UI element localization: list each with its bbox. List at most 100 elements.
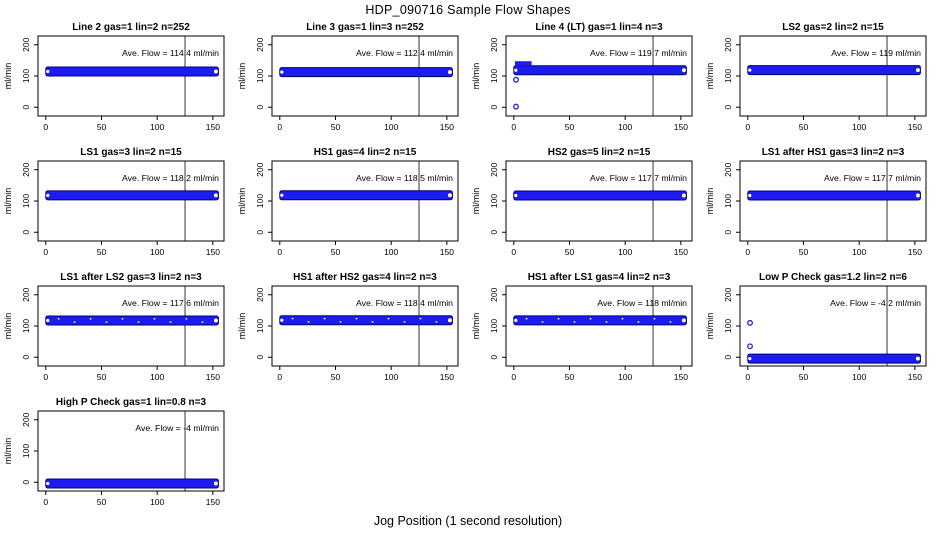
panel-title: Line 4 (LT) gas=1 lin=4 n=3 (535, 22, 663, 33)
y-tick-label: 200 (255, 37, 265, 51)
x-tick-label: 150 (206, 497, 220, 507)
x-tick-label: 150 (440, 247, 454, 257)
band-speckle (403, 320, 406, 323)
ave-flow-text: Ave. Flow = 117.6 ml/min (122, 298, 219, 308)
x-tick-label: 150 (908, 372, 922, 382)
flow-panel-11: HS1 after LS1 gas=4 lin=2 n=3 0 100 200 ml/m… (471, 272, 693, 382)
page-title: HDP_090716 Sample Flow Shapes (365, 3, 571, 17)
panel-title: LS2 gas=2 lin=2 n=15 (782, 22, 884, 33)
band-speckle (121, 318, 124, 320)
y-tick-label: 200 (723, 162, 733, 176)
ave-flow-text: Ave. Flow = 118.2 ml/min (122, 173, 219, 183)
flow-panel-2: Line 3 gas=1 lin=3 n=252 0 100 200 ml/min 0 50… (237, 22, 459, 132)
y-tick-label: 200 (489, 287, 499, 301)
ave-flow-text: Ave. Flow = 117.7 ml/min (824, 173, 921, 183)
y-tick-label: 0 (489, 230, 499, 235)
x-tick-label: 150 (674, 247, 688, 257)
x-tick-label: 0 (277, 372, 282, 382)
flow-panel-10: HS1 after HS2 gas=4 lin=2 n=3 0 100 200 ml/m… (237, 272, 459, 382)
y-tick-label: 200 (21, 37, 31, 51)
flow-band (747, 65, 921, 76)
band-start-noise (514, 61, 532, 66)
flow-panel-7: HS2 gas=5 lin=2 n=15 0 100 200 ml/min 0 50 100 1… (471, 147, 693, 257)
x-tick-label: 0 (511, 372, 516, 382)
band-speckle (621, 317, 624, 320)
band-speckle (669, 321, 672, 323)
band-end-marker (213, 69, 218, 74)
flow-panel-13: High P Check gas=1 lin=0.8 n=3 0 100 200 ml/… (3, 397, 225, 507)
y-axis-title: ml/min (471, 313, 481, 340)
x-tick-label: 50 (97, 372, 107, 382)
y-axis-title: ml/min (3, 63, 13, 90)
ave-flow-text: Ave. Flow = 118 ml/min (597, 298, 687, 308)
x-tick-label: 150 (440, 122, 454, 132)
panel-title: Low P Check gas=1.2 lin=2 n=6 (759, 272, 907, 283)
x-tick-label: 0 (745, 122, 750, 132)
x-tick-label: 100 (150, 372, 164, 382)
y-tick-label: 0 (21, 230, 31, 235)
band-end-marker (213, 193, 218, 198)
x-tick-label: 0 (745, 247, 750, 257)
band-end-marker (915, 356, 920, 361)
x-tick-label: 150 (674, 372, 688, 382)
panel-title: LS1 gas=3 lin=2 n=15 (80, 147, 182, 158)
x-tick-label: 100 (384, 372, 398, 382)
band-end-marker (447, 193, 452, 198)
ave-flow-text: Ave. Flow = -4.2 ml/min (830, 298, 921, 308)
x-tick-label: 100 (852, 122, 866, 132)
x-tick-label: 50 (565, 247, 575, 257)
x-tick-label: 50 (97, 497, 107, 507)
y-tick-label: 100 (21, 194, 31, 208)
x-tick-label: 100 (618, 372, 632, 382)
band-end-marker (681, 318, 686, 323)
y-tick-label: 100 (21, 69, 31, 83)
x-tick-label: 100 (150, 247, 164, 257)
x-tick-label: 0 (511, 122, 516, 132)
y-tick-label: 100 (21, 319, 31, 333)
band-end-marker (915, 193, 920, 198)
flow-band (747, 353, 921, 364)
band-speckle (371, 320, 374, 323)
y-axis-title: ml/min (471, 63, 481, 90)
y-axis-title: ml/min (705, 313, 715, 340)
y-axis-title: ml/min (3, 438, 13, 465)
ave-flow-text: Ave. Flow = 118.5 ml/min (356, 173, 453, 183)
band-speckle (137, 321, 140, 323)
band-start-marker (514, 193, 518, 198)
y-tick-label: 0 (21, 355, 31, 360)
outlier-point (513, 76, 519, 83)
band-speckle (637, 321, 640, 323)
flow-panel-5: LS1 gas=3 lin=2 n=15 0 100 200 ml/min 0 50 100 1… (3, 147, 225, 257)
y-tick-label: 200 (255, 162, 265, 176)
ave-flow-text: Ave. Flow = 119 ml/min (831, 48, 921, 58)
outlier-point (747, 343, 753, 350)
panel-title: LS1 after LS2 gas=3 lin=2 n=3 (60, 272, 202, 283)
flow-band (513, 190, 687, 201)
ave-flow-text: Ave. Flow = 112.4 ml/min (356, 48, 453, 58)
band-start-marker (514, 68, 518, 72)
panel-title: LS1 after HS1 gas=3 lin=2 n=3 (762, 147, 905, 158)
flow-band (513, 315, 687, 326)
band-speckle (525, 317, 528, 320)
band-speckle (653, 317, 656, 320)
band-start-marker (46, 69, 50, 74)
band-start-marker (514, 318, 518, 322)
y-tick-label: 0 (255, 230, 265, 235)
x-tick-label: 50 (799, 122, 809, 132)
band-speckle (105, 321, 108, 323)
y-axis-title: ml/min (237, 313, 247, 340)
panel-title: Line 2 gas=1 lin=2 n=252 (72, 22, 190, 33)
x-tick-label: 50 (799, 247, 809, 257)
band-speckle (185, 318, 188, 320)
band-speckle (201, 321, 204, 323)
x-tick-label: 100 (384, 122, 398, 132)
band-end-marker (681, 193, 686, 198)
x-tick-label: 0 (277, 247, 282, 257)
x-tick-label: 100 (852, 247, 866, 257)
y-tick-label: 200 (723, 287, 733, 301)
y-tick-label: 200 (21, 162, 31, 176)
x-tick-label: 100 (618, 247, 632, 257)
x-tick-label: 150 (440, 372, 454, 382)
y-tick-label: 100 (21, 444, 31, 458)
